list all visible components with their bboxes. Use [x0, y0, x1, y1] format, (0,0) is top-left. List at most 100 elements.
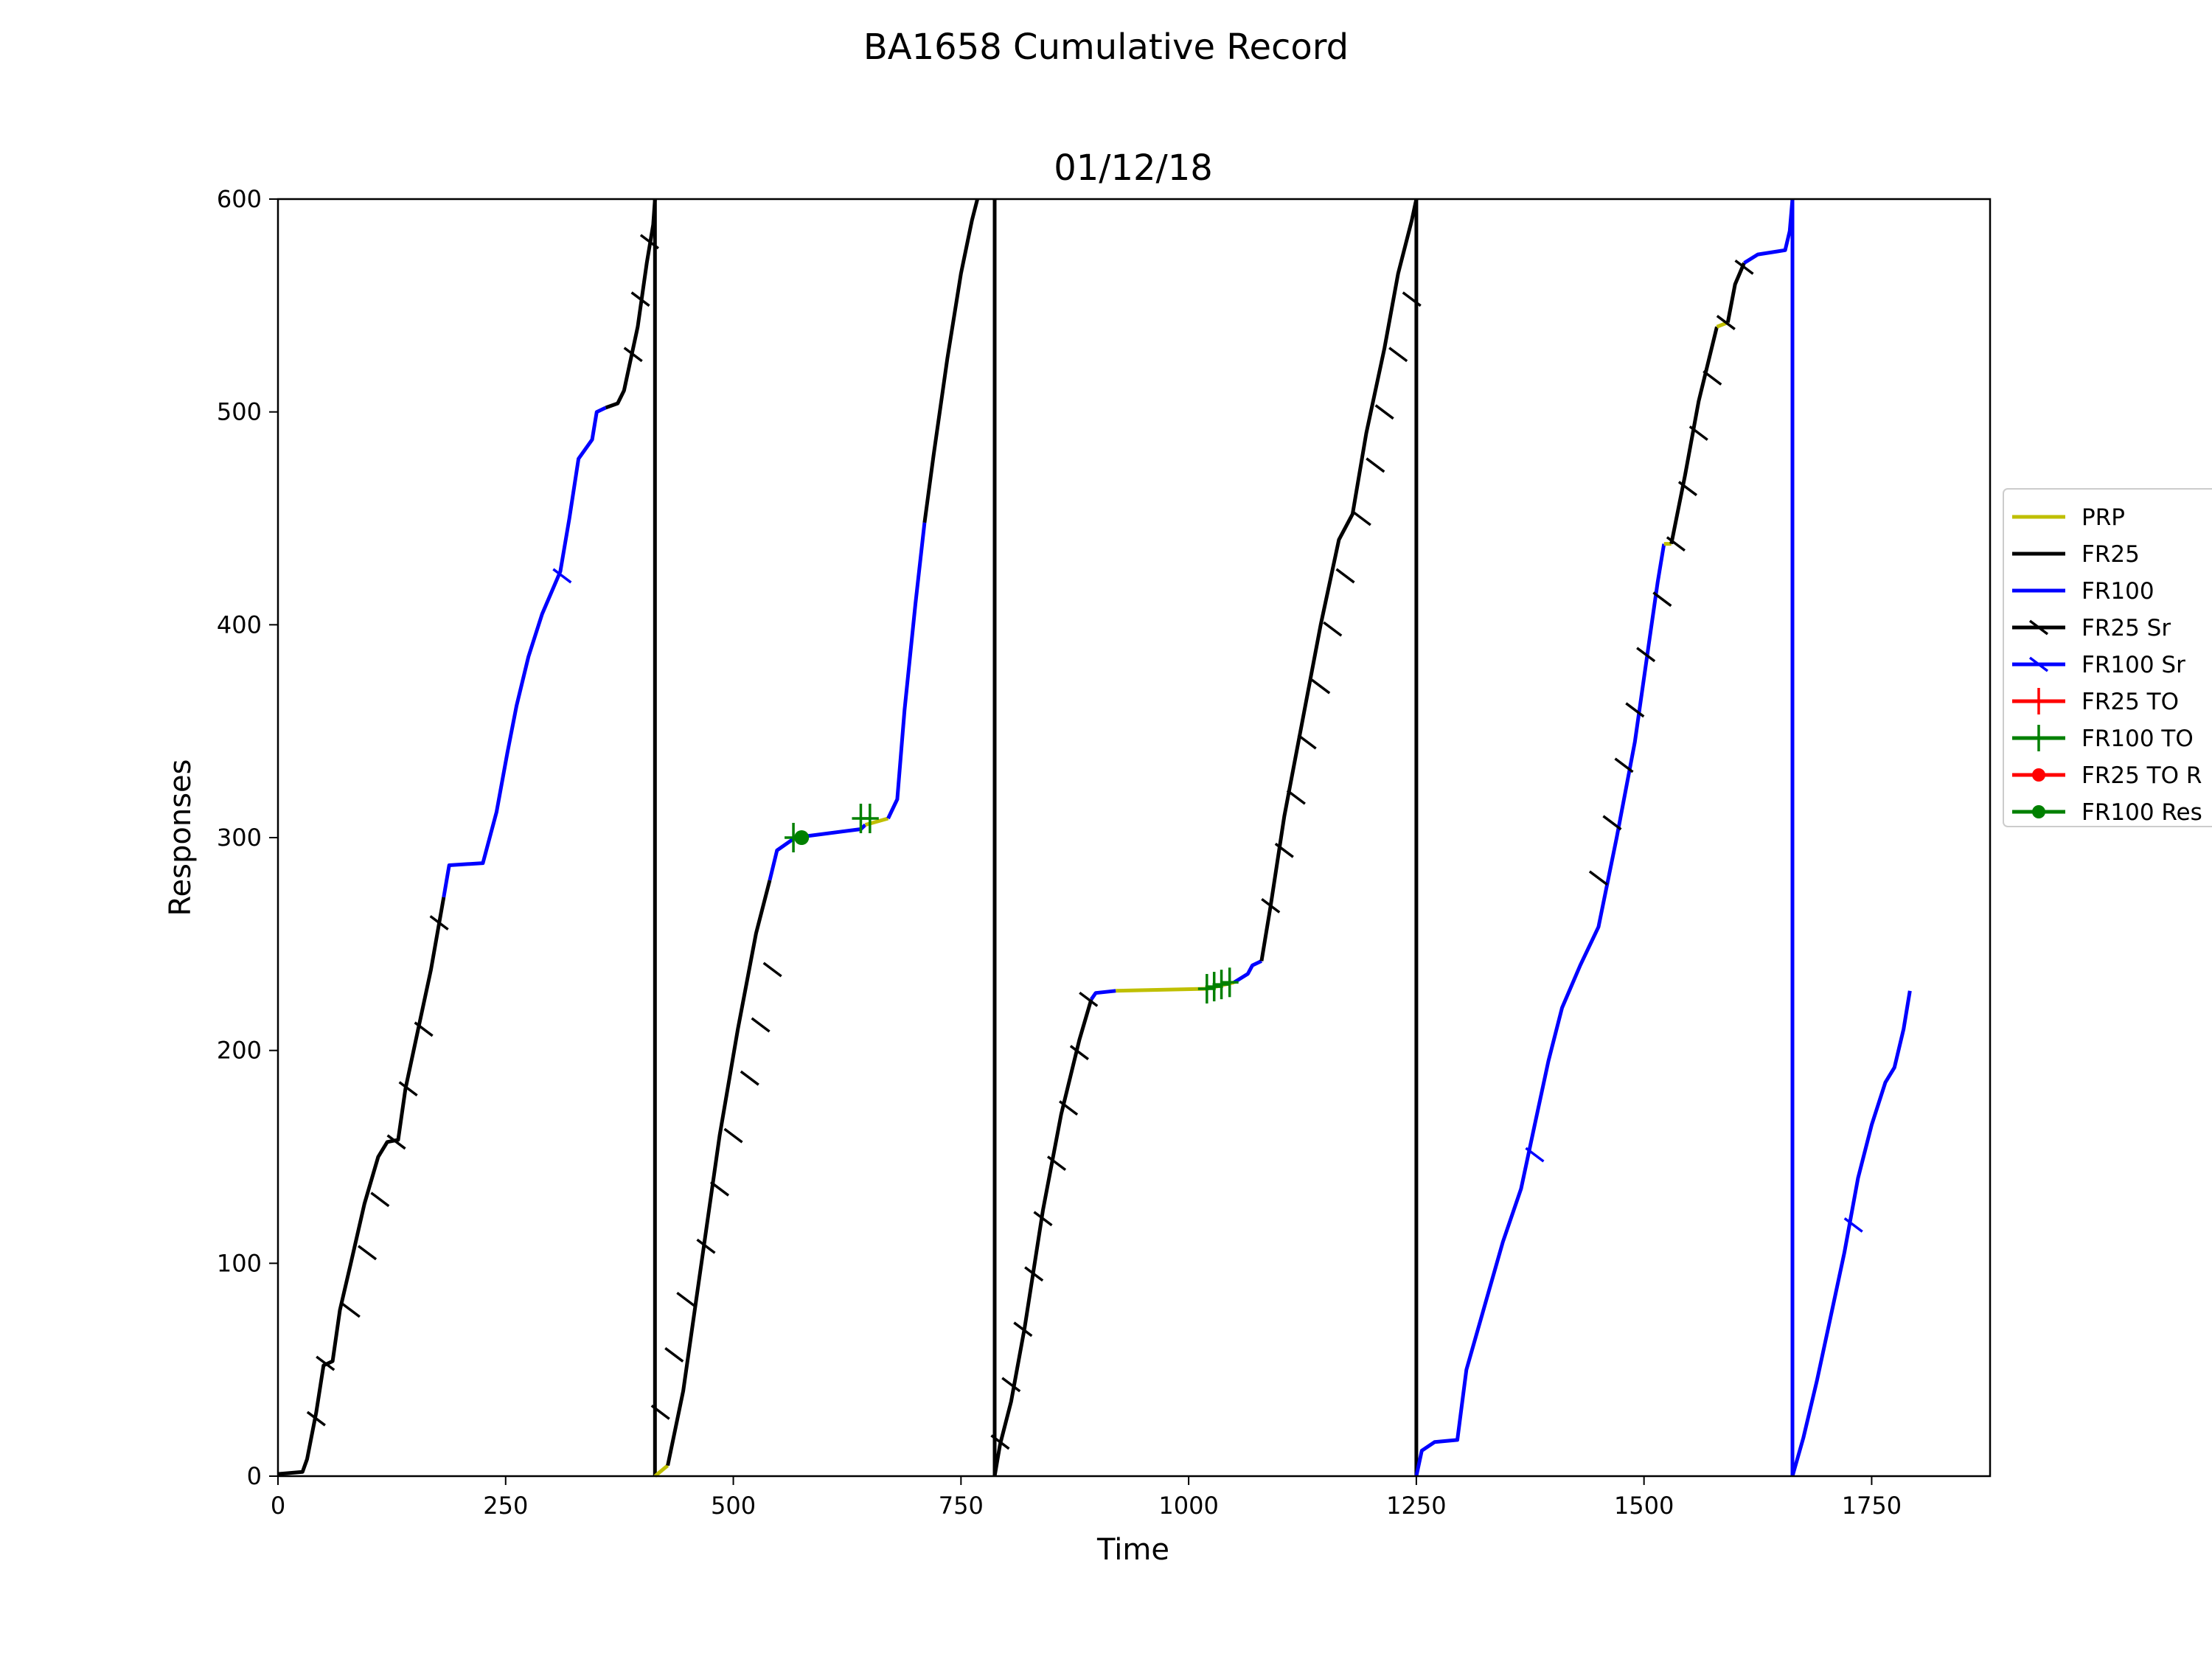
reinforcer-mark — [1352, 510, 1371, 526]
reinforcer-mark — [1001, 1377, 1021, 1393]
series-segment-21 — [1725, 262, 1746, 323]
y-tick-label: 100 — [217, 1249, 262, 1277]
series-segment-14 — [1233, 959, 1262, 984]
reinforcer-mark — [650, 1405, 670, 1420]
y-tick-label: 0 — [247, 1462, 262, 1490]
legend-box — [2003, 488, 2212, 827]
reinforcer-mark — [1261, 897, 1281, 914]
series-segment-1 — [442, 406, 607, 898]
reinforcer-mark — [1079, 991, 1099, 1007]
legend-label: PRP — [2081, 504, 2125, 531]
plot-area — [277, 198, 1912, 1478]
reinforcer-mark — [306, 1411, 326, 1427]
y-tick-label: 400 — [217, 611, 262, 639]
legend-entry: PRP — [2012, 504, 2125, 531]
x-tick-label: 250 — [483, 1492, 528, 1520]
reinforcer-mark — [398, 1081, 418, 1097]
series-segment-9 — [922, 198, 980, 524]
reinforcer-mark — [1525, 1147, 1545, 1163]
legend-marker — [2032, 805, 2045, 818]
reinforcer-mark — [990, 1434, 1010, 1450]
event-markers — [306, 234, 1863, 1450]
series-segment-11 — [992, 998, 1093, 1477]
legend-label: FR100 TO — [2081, 726, 2194, 752]
legend-label: FR100 Res — [2081, 799, 2202, 826]
timeout-response-dot — [794, 830, 810, 845]
series-segment-6 — [768, 823, 867, 881]
reinforcer-mark — [1033, 1211, 1053, 1227]
reinforcer-mark — [1666, 536, 1686, 552]
reinforcer-mark — [552, 568, 572, 584]
y-axis-label: Responses — [164, 759, 198, 917]
reinforcer-mark — [357, 1245, 378, 1261]
y-axis: 0 100 200 300 400 500 600 — [217, 185, 278, 1490]
reinforcer-mark — [1734, 259, 1754, 275]
reinforcer-mark — [1013, 1321, 1033, 1338]
legend-entry: FR100 TO — [2012, 725, 2194, 752]
series-segment-4 — [653, 1464, 669, 1478]
reinforcer-mark — [1297, 734, 1317, 750]
figure-title: BA1658 Cumulative Record — [863, 27, 1349, 68]
reinforcer-mark — [370, 1192, 390, 1208]
reinforcer-mark — [762, 961, 782, 978]
series-segment-24 — [1790, 990, 1912, 1477]
series-segment-8 — [886, 522, 927, 820]
reinforcer-mark — [316, 1355, 335, 1371]
y-tick-label: 300 — [217, 824, 262, 852]
reinforcer-mark — [1323, 621, 1343, 637]
reinforcer-mark — [1614, 757, 1634, 773]
reinforcer-mark — [1024, 1266, 1044, 1282]
legend-label: FR25 — [2081, 541, 2140, 568]
reinforcer-mark — [1311, 678, 1331, 695]
reinforcer-mark — [1625, 702, 1645, 718]
reinforcer-mark — [1688, 425, 1708, 441]
reinforcer-mark — [429, 915, 449, 931]
reinforcer-mark — [723, 1127, 743, 1144]
reinforcer-mark — [709, 1180, 730, 1197]
reinforcer-mark — [341, 1302, 361, 1318]
reinforcer-mark — [740, 1070, 759, 1086]
legend-entry: FR100 Res — [2012, 799, 2202, 826]
legend-entry: FR25 — [2012, 541, 2140, 568]
x-tick-label: 1750 — [1842, 1492, 1902, 1520]
reinforcer-mark — [630, 291, 650, 307]
reinforcer-mark — [1046, 1155, 1067, 1172]
x-tick-label: 500 — [711, 1492, 756, 1520]
reinforcer-mark — [1716, 315, 1736, 330]
x-tick-label: 1250 — [1386, 1492, 1446, 1520]
plot-frame — [276, 198, 1992, 1478]
reinforcer-mark — [639, 234, 659, 250]
legend-label: FR100 Sr — [2081, 652, 2185, 678]
legend-label: FR25 Sr — [2081, 615, 2171, 641]
reinforcer-mark — [386, 1134, 406, 1150]
series-segment-15 — [1259, 198, 1419, 961]
reinforcer-mark — [1588, 870, 1608, 886]
reinforcer-mark — [414, 1021, 434, 1037]
reinforcer-mark — [1374, 404, 1394, 420]
legend-entry: FR25 TO — [2012, 688, 2179, 715]
reinforcer-mark — [664, 1347, 684, 1363]
legend-entry: FR100 Sr — [2012, 652, 2185, 678]
x-tick-label: 1000 — [1158, 1492, 1218, 1520]
x-tick-label: 1500 — [1614, 1492, 1674, 1520]
reinforcer-mark — [1402, 291, 1422, 307]
series-segment-12 — [1089, 989, 1116, 1001]
chart-title: 01/12/18 — [1054, 147, 1213, 189]
reinforcer-mark — [1274, 842, 1294, 858]
legend-label: FR25 TO R — [2081, 762, 2202, 789]
legend-marker — [2032, 768, 2045, 782]
reinforcer-mark — [1335, 568, 1355, 584]
reinforcer-mark — [696, 1238, 716, 1254]
legend-marker — [2028, 619, 2049, 636]
series-segment-0 — [277, 897, 446, 1476]
reinforcer-mark — [1843, 1217, 1863, 1233]
reinforcer-mark — [1652, 591, 1672, 608]
y-tick-label: 200 — [217, 1037, 262, 1065]
y-tick-label: 500 — [217, 398, 262, 426]
reinforcer-mark — [1286, 789, 1306, 805]
x-axis: 0 250 500 750 1000 1250 1500 1750 — [271, 1476, 1902, 1520]
series-segment-22 — [1743, 198, 1795, 265]
reinforcer-mark — [1388, 347, 1408, 363]
